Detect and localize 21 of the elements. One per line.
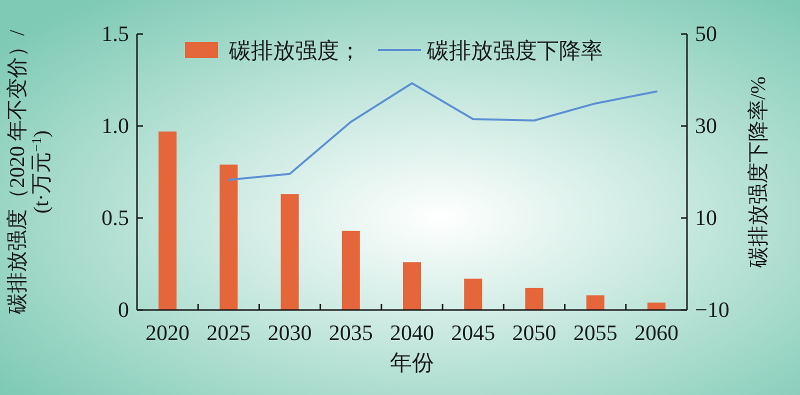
x-tick-label: 2055 xyxy=(573,320,618,345)
x-tick-label: 2040 xyxy=(390,320,434,345)
y-tick-label: 0 xyxy=(118,297,129,322)
y2-tick-label: −10 xyxy=(695,297,730,322)
x-tick-label: 2060 xyxy=(634,320,678,345)
y2-tick-label: 30 xyxy=(695,113,717,138)
y-tick-label: 0.5 xyxy=(102,205,129,230)
legend-label: 碳排放强度下降率 xyxy=(426,38,603,63)
y2-tick-label: 10 xyxy=(695,205,717,230)
x-tick-label: 2025 xyxy=(206,320,251,345)
y-tick-label: 1.0 xyxy=(102,113,129,138)
x-tick-label: 2020 xyxy=(146,320,190,345)
y2-tick-label: 50 xyxy=(695,21,717,46)
y-tick-label: 1.5 xyxy=(102,21,129,46)
x-tick-label: 2050 xyxy=(512,320,556,345)
x-tick-label: 2035 xyxy=(328,320,373,345)
legend-label: 碳排放强度； xyxy=(228,38,361,63)
x-axis-title: 年份 xyxy=(390,350,434,375)
y2-axis-title: 碳排放强度下降率/% xyxy=(746,76,770,269)
x-tick-label: 2030 xyxy=(268,320,312,345)
x-tick-label: 2045 xyxy=(451,320,496,345)
